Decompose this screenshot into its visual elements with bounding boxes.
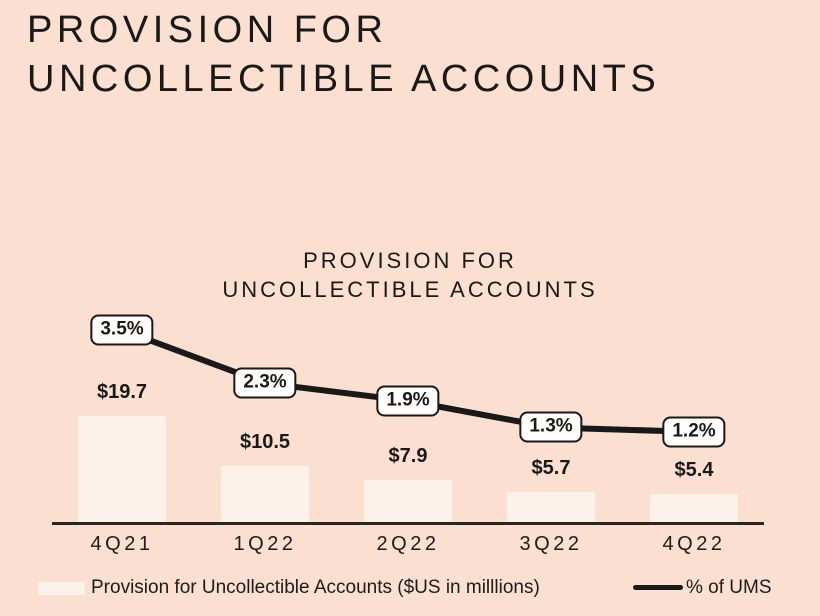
pct-marker: 3.5% bbox=[90, 314, 154, 346]
pct-marker: 1.9% bbox=[376, 385, 440, 417]
x-axis-line bbox=[52, 522, 764, 525]
bar-1q22 bbox=[221, 465, 309, 523]
pct-marker: 2.3% bbox=[233, 367, 297, 399]
page-title: PROVISION FOR UNCOLLECTIBLE ACCOUNTS bbox=[27, 6, 660, 105]
chart-title-line2: UNCOLLECTIBLE ACCOUNTS bbox=[222, 276, 598, 302]
bar-value-label: $7.9 bbox=[388, 444, 428, 467]
bar-value-label: $5.4 bbox=[674, 458, 714, 481]
pct-marker: 1.2% bbox=[662, 416, 726, 448]
x-axis-label-2q22: 2Q22 bbox=[376, 533, 440, 555]
legend-line-label: % of UMS bbox=[686, 577, 772, 598]
page-title-line2: UNCOLLECTIBLE ACCOUNTS bbox=[27, 58, 661, 101]
bar-value-label: $19.7 bbox=[96, 380, 148, 403]
bar-value-label: $10.5 bbox=[239, 430, 291, 453]
bar-4q21 bbox=[78, 415, 166, 523]
x-axis-label-1q22: 1Q22 bbox=[233, 533, 297, 555]
legend-bar-label: Provision for Uncollectible Accounts ($U… bbox=[91, 577, 540, 598]
pct-marker: 1.3% bbox=[519, 411, 583, 443]
x-axis-label-4q21: 4Q21 bbox=[90, 533, 154, 555]
legend-line-swatch bbox=[633, 585, 683, 590]
bar-value-label: $5.7 bbox=[531, 456, 571, 479]
bar-2q22 bbox=[364, 479, 452, 523]
bar-3q22 bbox=[507, 491, 595, 523]
legend-bar-swatch bbox=[38, 582, 85, 595]
bar-4q22 bbox=[650, 493, 738, 523]
chart-title: PROVISION FOR UNCOLLECTIBLE ACCOUNTS bbox=[0, 247, 820, 304]
page-title-line1: PROVISION FOR bbox=[27, 9, 388, 51]
x-axis-label-3q22: 3Q22 bbox=[519, 533, 583, 555]
chart-title-line1: PROVISION FOR bbox=[303, 248, 517, 273]
x-axis-label-4q22: 4Q22 bbox=[662, 533, 726, 555]
